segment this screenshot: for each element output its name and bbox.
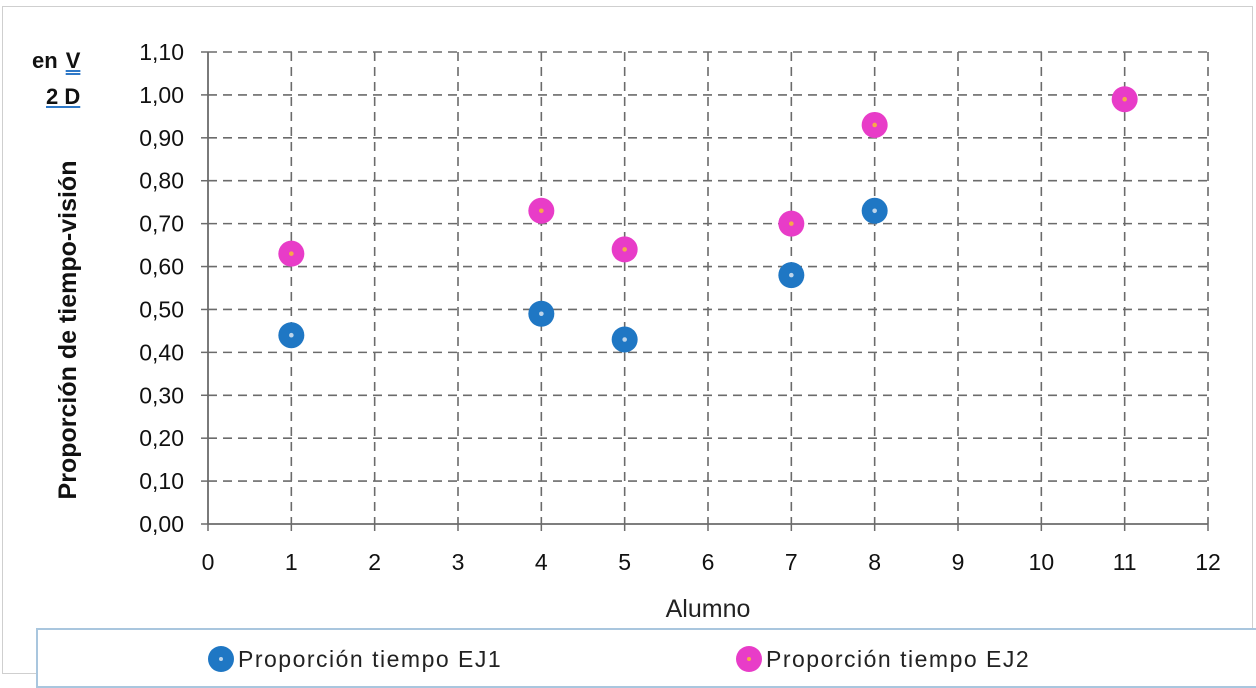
x-tick-label: 5 <box>618 549 631 575</box>
y-axis-title-fragment-en: en <box>32 48 58 73</box>
x-tick-label: 11 <box>1113 549 1137 575</box>
x-tick-label: 9 <box>952 549 965 575</box>
legend-label-ej1: Proporción tiempo EJ1 <box>238 645 503 672</box>
y-tick-label: 0,20 <box>139 425 184 451</box>
x-tick-label: 2 <box>368 549 381 575</box>
y-tick-label: 1,00 <box>139 82 184 108</box>
x-tick-labels: 0 1 2 3 4 5 6 7 8 9 10 11 12 <box>202 549 1221 575</box>
x-tick-label: 3 <box>452 549 465 575</box>
x-tick-label: 10 <box>1029 549 1055 575</box>
legend-marker-ej1 <box>208 646 234 672</box>
data-points <box>278 86 1138 353</box>
y-tick-label: 0,10 <box>139 468 184 494</box>
x-tick-label: 1 <box>285 549 298 575</box>
legend-item-ej2: Proporción tiempo EJ2 <box>736 644 1030 674</box>
y-axis-title-fragment-v: V <box>65 48 81 73</box>
legend-item-ej1: Proporción tiempo EJ1 <box>208 644 502 674</box>
data-point-center <box>789 221 794 226</box>
y-axis-title-fragment-2d: 2 D <box>46 84 81 109</box>
y-tick-label: 0,40 <box>139 339 184 365</box>
y-axis-title-fragment: en V <box>32 48 80 74</box>
data-point-center <box>289 251 294 256</box>
x-tick-label: 6 <box>702 549 715 575</box>
y-tick-label: 0,00 <box>139 511 184 537</box>
data-point-center <box>872 208 877 214</box>
y-tick-label: 0,80 <box>139 168 184 194</box>
y-tick-label: 0,70 <box>139 211 184 237</box>
legend-label-ej2: Proporción tiempo EJ2 <box>766 645 1031 672</box>
x-axis-title: Alumno <box>666 595 751 623</box>
data-point-center <box>1122 96 1127 102</box>
y-tick-label: 0,90 <box>139 125 184 151</box>
x-tick-label: 4 <box>535 549 548 575</box>
axes-layer <box>201 51 1209 531</box>
y-tick-label: 0,50 <box>139 296 184 322</box>
y-tick-label: 1,10 <box>139 39 184 65</box>
data-point-center <box>539 208 544 214</box>
data-point-center <box>872 122 877 128</box>
x-tick-label: 0 <box>202 549 215 575</box>
data-point-center <box>622 247 627 252</box>
x-tick-label: 12 <box>1195 549 1221 575</box>
y-tick-label: 0,30 <box>139 382 184 408</box>
x-tick-label: 8 <box>868 549 881 575</box>
grid-layer <box>208 51 1209 524</box>
y-axis-title: Proporción de tiempo-visión <box>54 161 82 500</box>
data-point-center <box>289 332 294 338</box>
y-tick-label: 0,60 <box>139 254 184 280</box>
data-point-center <box>789 272 794 278</box>
legend-marker-ej2 <box>736 646 762 672</box>
y-tick-labels: 0,00 0,10 0,20 0,30 0,40 0,50 0,60 0,70 0,80 0,90… <box>139 39 184 537</box>
legend: Proporción tiempo EJ1 Proporción tiempo … <box>36 628 1256 688</box>
data-point-center <box>622 337 627 342</box>
data-point-center <box>539 311 544 317</box>
x-tick-label: 7 <box>785 549 798 575</box>
